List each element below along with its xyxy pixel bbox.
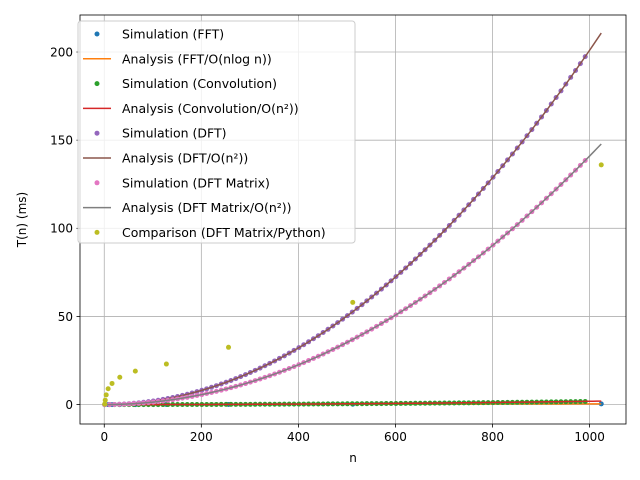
y-axis: 0 50 100 150 200 [50, 45, 80, 412]
series-5 [104, 32, 602, 406]
legend-label: Analysis (FFT/O(nlog n)) [122, 51, 272, 66]
legend: Simulation (FFT) Analysis (FFT/O(nlog n))… [77, 20, 356, 244]
x-axis-label: n [349, 451, 357, 465]
legend-label: Analysis (DFT/O(n²)) [122, 151, 248, 166]
data-point [132, 368, 138, 374]
y-tick-label: 150 [50, 133, 73, 147]
legend-marker [94, 229, 100, 235]
legend-label: Analysis (Convolution/O(n²)) [122, 101, 299, 116]
series-7 [104, 143, 602, 406]
legend-marker [94, 81, 100, 87]
x-axis: 0 200 400 600 800 1000 [100, 424, 605, 444]
legend-label: Simulation (Convolution) [122, 76, 277, 91]
data-point [103, 392, 109, 398]
series-line [104, 400, 602, 406]
data-point [105, 386, 111, 392]
y-tick-label: 100 [50, 222, 73, 236]
legend-label: Analysis (DFT Matrix/O(n²)) [122, 200, 292, 215]
y-tick-label: 0 [65, 398, 73, 412]
series-3 [104, 400, 602, 406]
data-point [226, 344, 232, 350]
legend-marker [94, 180, 100, 186]
data-point [350, 299, 356, 305]
legend-label: Simulation (FFT) [122, 27, 224, 42]
data-point [109, 380, 115, 386]
data-point [117, 374, 123, 380]
x-tick-label: 400 [287, 430, 310, 444]
plot-area [102, 32, 604, 408]
series-line [104, 32, 602, 406]
legend-marker [94, 130, 100, 136]
x-tick-label: 600 [384, 430, 407, 444]
series-8 [102, 162, 604, 407]
y-tick-label: 200 [50, 45, 73, 59]
legend-marker [94, 31, 100, 37]
x-tick-label: 800 [481, 430, 504, 444]
y-axis-label: T(n) (ms) [15, 192, 29, 248]
data-point [102, 397, 108, 403]
data-point [598, 162, 604, 168]
data-point [102, 401, 108, 407]
legend-label: Simulation (DFT) [122, 126, 227, 141]
series-line [104, 143, 602, 406]
x-tick-label: 200 [190, 430, 213, 444]
legend-label: Comparison (DFT Matrix/Python) [122, 225, 326, 240]
y-tick-label: 50 [58, 310, 73, 324]
x-tick-label: 1000 [574, 430, 605, 444]
data-point [163, 361, 169, 367]
legend-box [77, 20, 356, 244]
legend-label: Simulation (DFT Matrix) [122, 175, 270, 190]
x-tick-label: 0 [100, 430, 108, 444]
